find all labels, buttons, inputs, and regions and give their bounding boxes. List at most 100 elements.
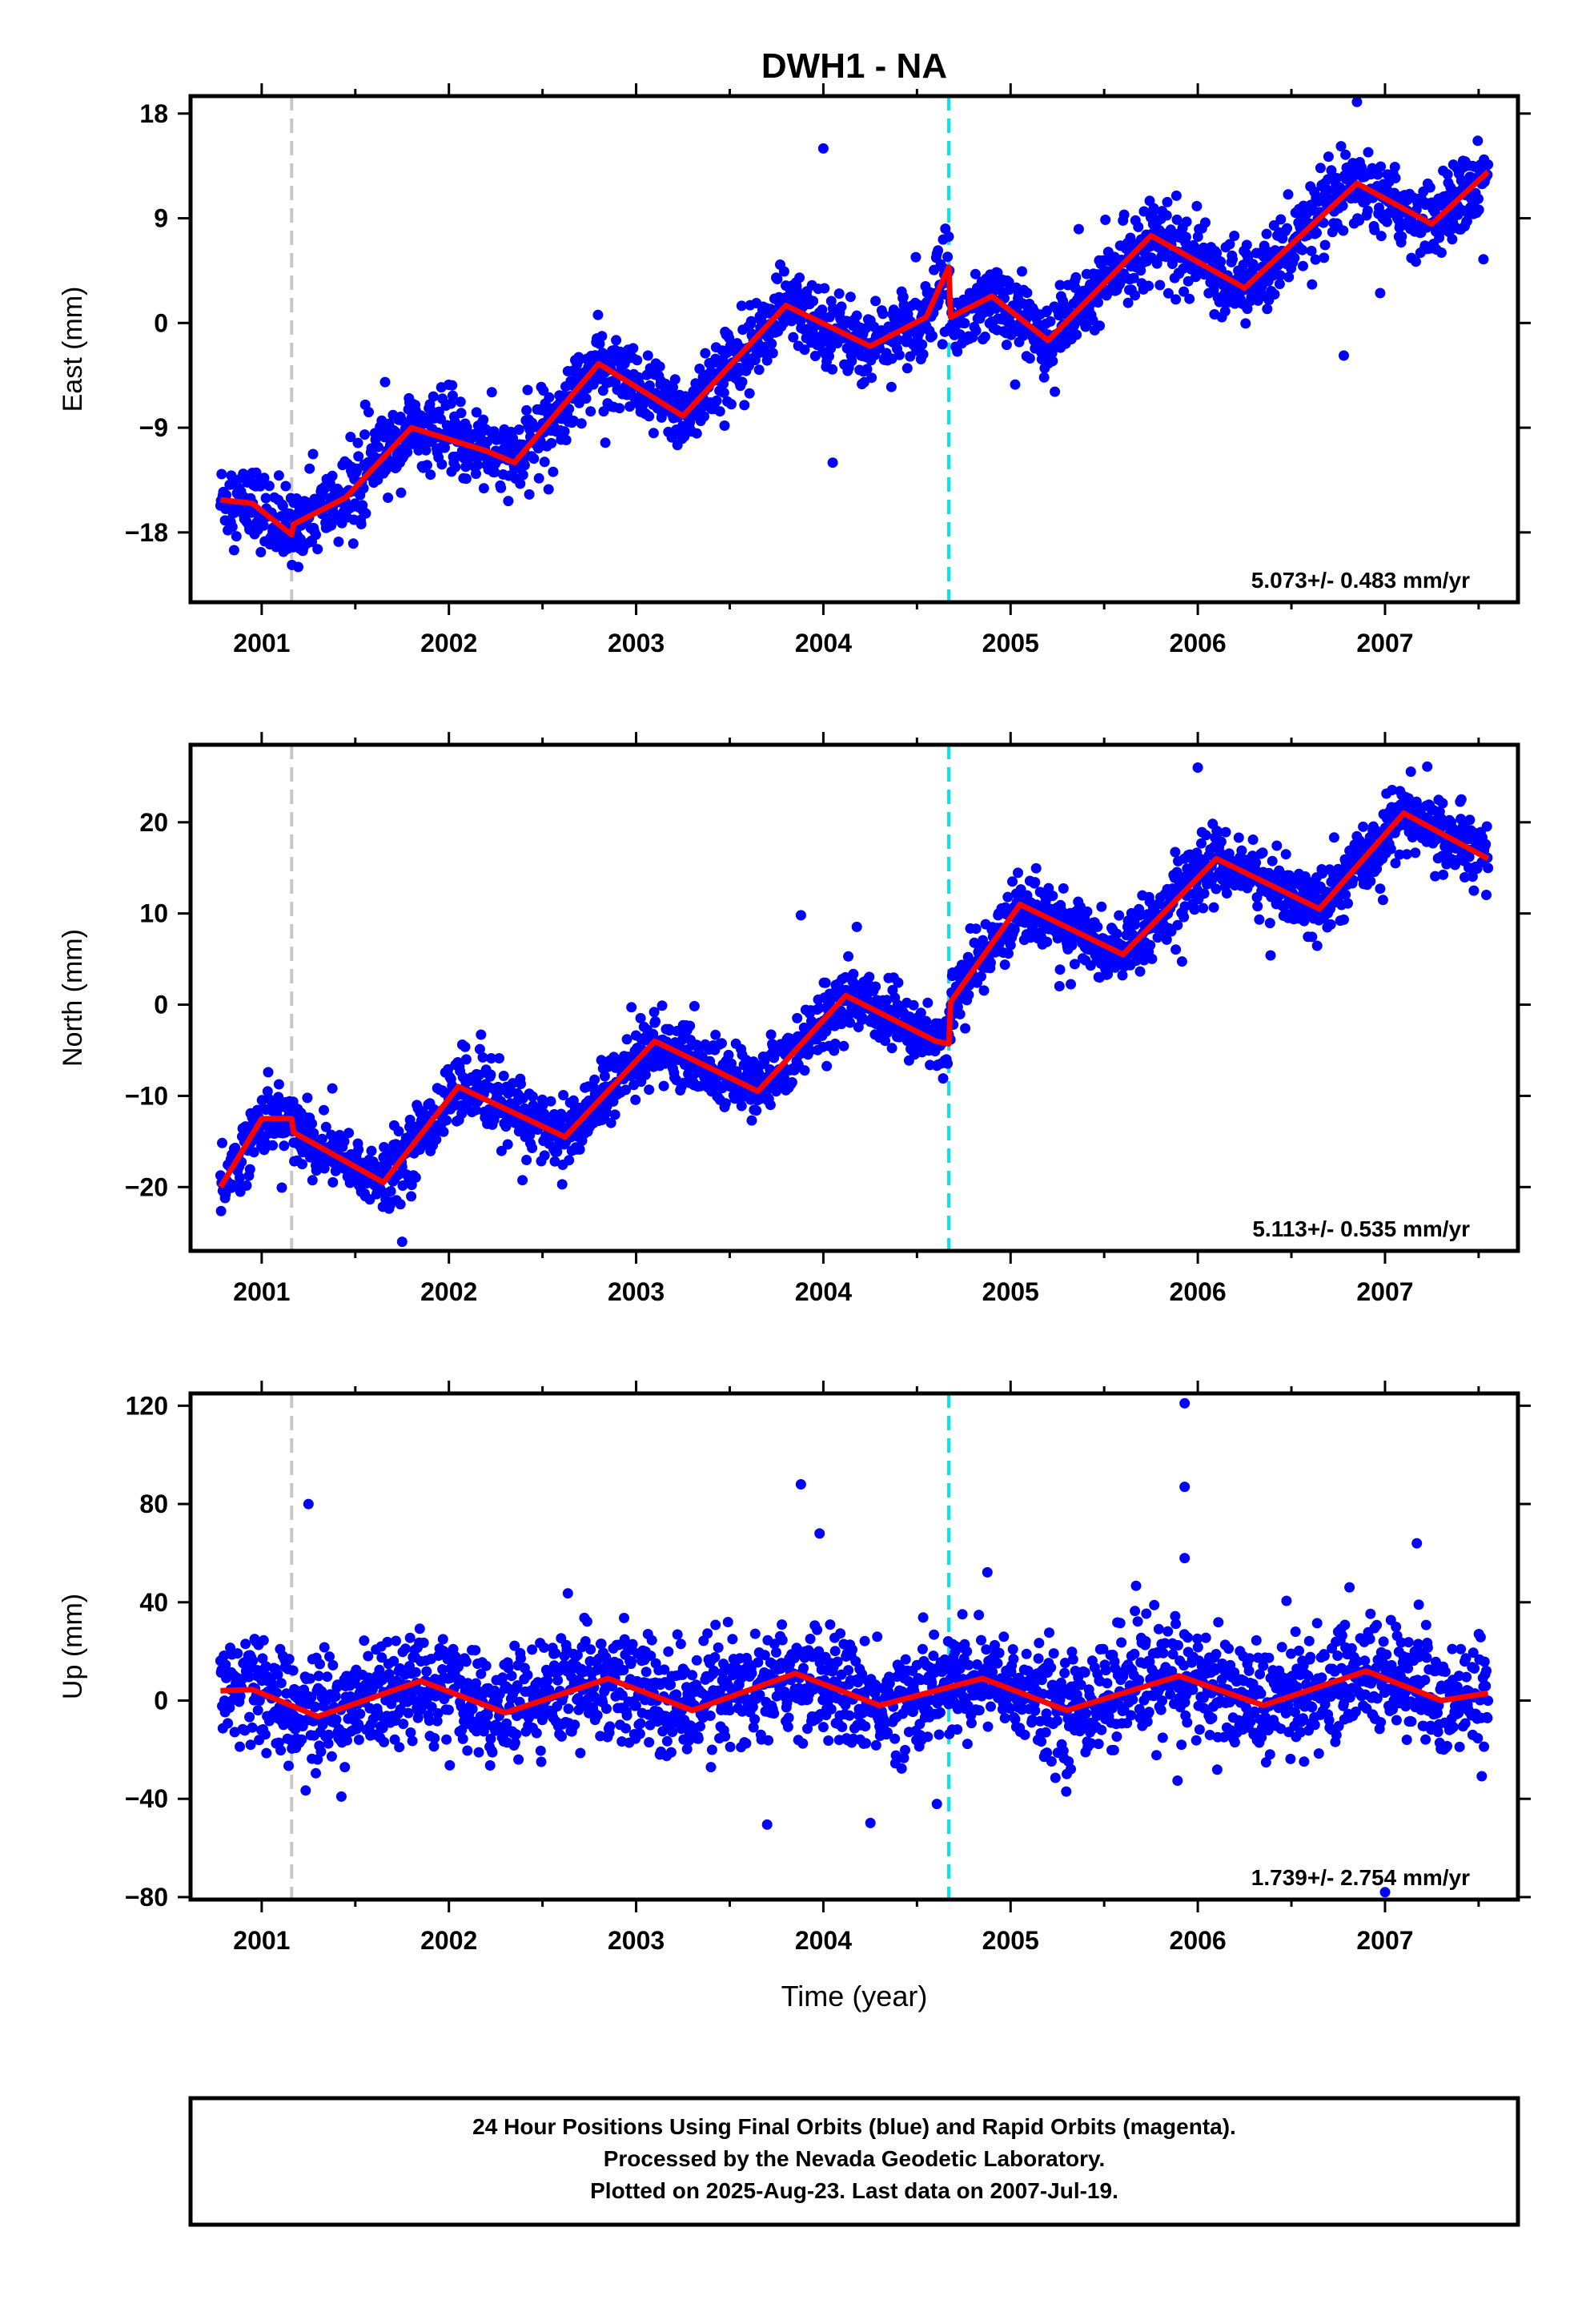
data-point [322,1671,333,1683]
data-point [1297,244,1308,255]
data-point [937,339,948,350]
data-point [1424,182,1435,193]
data-point [654,361,665,372]
data-point [600,437,611,448]
data-point [219,1651,230,1661]
data-point [217,1137,227,1148]
data-point [1013,867,1023,879]
data-point [927,330,938,341]
data-point [1038,372,1050,383]
data-point [228,545,239,556]
data-point [1394,849,1405,860]
data-point [297,1159,307,1170]
data-point [259,472,270,484]
data-point [441,1115,452,1126]
data-point [915,1007,926,1019]
data-point [359,1635,370,1647]
data-point [650,1016,661,1027]
data-point [287,1665,299,1676]
data-point [611,335,622,346]
data-point [1267,855,1278,866]
outlier-point [795,910,806,921]
data-point [580,393,592,404]
data-point [546,437,557,448]
data-point [1325,919,1336,930]
model-line [220,169,1490,538]
data-point [1215,256,1227,267]
data-point [881,995,893,1006]
data-point [820,977,831,988]
data-point [1161,934,1172,945]
data-point [1483,159,1494,170]
data-point [345,432,356,443]
data-point [445,398,456,409]
data-point [1271,840,1283,851]
data-point [521,404,532,416]
data-point [1181,216,1192,227]
data-point [1326,165,1337,176]
data-point [605,1117,616,1128]
data-point [255,547,267,557]
data-point [1070,271,1082,283]
data-point [829,1038,841,1049]
data-point [403,1707,414,1719]
data-point [1241,239,1252,251]
plot-area [215,745,1494,1251]
data-point [1275,270,1286,281]
data-point [845,292,856,303]
data-point [428,391,439,402]
data-point [942,1058,954,1069]
data-point [564,1155,575,1166]
data-point [396,415,408,426]
x-tick-label: 2003 [608,629,665,657]
data-point [1069,959,1080,970]
data-point [1102,969,1114,979]
x-tick-label: 2001 [233,629,290,657]
data-point [1122,297,1134,308]
data-point [311,529,321,541]
data-point [519,460,530,471]
data-point [558,1090,569,1100]
data-point [216,468,227,480]
data-point [765,1029,777,1040]
data-point [999,959,1010,971]
data-point [1003,276,1014,287]
outlier-point [396,1236,408,1248]
data-point [1422,761,1433,772]
data-point [560,435,572,445]
data-point [1390,172,1401,183]
data-point [1337,200,1348,211]
data-point [668,382,678,393]
data-point [827,364,838,375]
data-point [1473,204,1484,215]
data-point [391,1139,401,1150]
data-point [533,472,544,484]
outlier-point [1192,762,1203,773]
data-point [1138,206,1150,217]
data-point [1460,872,1470,883]
x-tick-label: 2007 [1356,1277,1413,1306]
data-point [471,468,481,480]
data-point [736,300,747,312]
data-point [1042,936,1053,947]
y-tick-label: 18 [139,99,168,128]
data-point [745,316,757,327]
data-point [308,1128,319,1139]
data-point [513,424,524,435]
data-point [846,356,857,367]
data-point [938,1073,949,1084]
data-point [315,1659,325,1670]
data-point [335,1791,347,1802]
data-point [922,997,934,1008]
data-point [1111,928,1122,939]
data-point [291,493,302,504]
data-point [527,1091,538,1102]
data-point [700,348,711,359]
data-point [1200,217,1211,228]
data-point [1265,950,1276,961]
data-point [383,493,394,503]
data-point [398,1719,409,1730]
data-point [1133,221,1144,232]
data-point [402,447,413,458]
data-point [1022,287,1033,299]
